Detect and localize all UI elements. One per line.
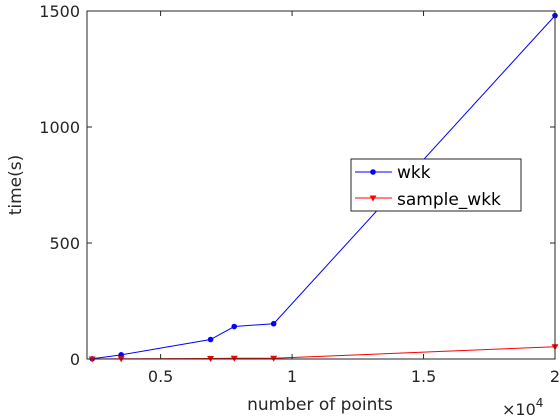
data-point-0-2 — [207, 336, 214, 343]
x-axis-label: number of points — [247, 395, 393, 415]
x-tick-label-2: 1.5 — [411, 367, 436, 386]
y-tick-label-0: 0 — [70, 350, 80, 369]
axes-layer: 0.5 1 1.5 2 0 500 1000 1500 — [39, 2, 560, 386]
y-tick-label-2: 1000 — [39, 118, 80, 137]
legend-marker-wkk — [370, 169, 376, 175]
x-tick-label-1: 1 — [287, 367, 297, 386]
x-tick-label-0: 0.5 — [148, 367, 173, 386]
y-axis-label: time(s) — [6, 155, 26, 216]
data-point-0-4 — [270, 320, 277, 327]
data-point-0-3 — [231, 323, 238, 330]
y-tick-label-1: 500 — [49, 234, 80, 253]
legend: wkk sample_wkk — [350, 158, 522, 212]
legend-label-sample-wkk: sample_wkk — [397, 190, 501, 210]
x-tick-label-3: 2 — [550, 367, 560, 386]
y-tick-label-3: 1500 — [39, 2, 80, 21]
axes-box — [86, 10, 556, 360]
x-axis-multiplier: ×104 — [502, 396, 543, 419]
series-line-0 — [92, 15, 556, 360]
legend-box — [350, 158, 522, 212]
legend-label-wkk: wkk — [397, 163, 431, 183]
legend-marker-sample-wkk — [369, 195, 377, 202]
data-point-0-1 — [118, 352, 124, 358]
